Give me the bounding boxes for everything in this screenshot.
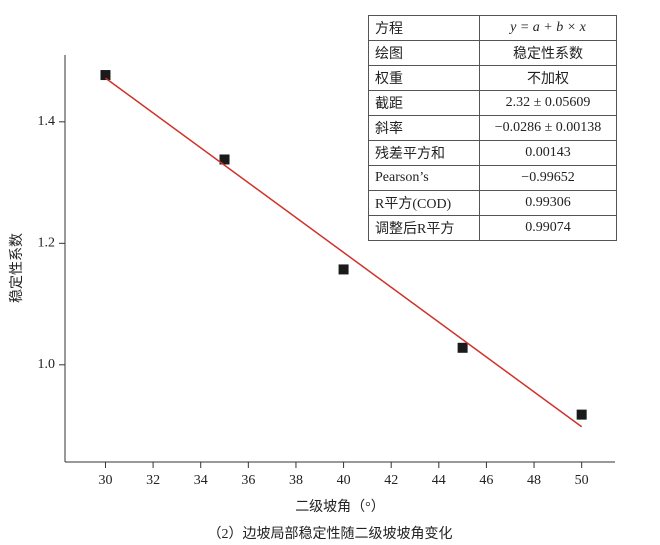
table-key: 权重: [368, 65, 480, 91]
table-row: 权重 不加权: [368, 65, 617, 91]
table-value: 0.99306: [479, 190, 617, 216]
y-tick-label: 1.4: [38, 114, 56, 129]
table-row: Pearson’s −0.99652: [368, 165, 617, 191]
table-value: 2.32 ± 0.05609: [479, 90, 617, 116]
x-tick-label: 42: [384, 473, 398, 488]
point: [338, 264, 349, 275]
table-key: 方程: [368, 15, 480, 41]
y-tick-label: 1.2: [38, 236, 56, 251]
point: [576, 409, 587, 420]
table-key: 截距: [368, 90, 480, 116]
x-tick-label: 38: [289, 473, 303, 488]
x-tick-label: 50: [575, 473, 589, 488]
table-value: 0.99074: [479, 215, 617, 241]
table-key: 残差平方和: [368, 140, 480, 166]
table-row: 绘图 稳定性系数: [368, 40, 617, 66]
table-row: R平方(COD) 0.99306: [368, 190, 617, 216]
table-value: y = a + b × x: [479, 15, 617, 41]
table-value: 不加权: [479, 65, 617, 91]
y-axis-label: 稳定性系数: [9, 233, 25, 303]
table-row: 调整后R平方 0.99074: [368, 215, 617, 241]
x-tick-label: 30: [98, 473, 112, 488]
fit-line: [105, 77, 583, 428]
table-key: 绘图: [368, 40, 480, 66]
table-key: Pearson’s: [368, 165, 480, 191]
table-row: 残差平方和 0.00143: [368, 140, 617, 166]
x-tick-label: 32: [146, 473, 160, 488]
table-value: −0.99652: [479, 165, 617, 191]
x-tick-label: 36: [241, 473, 255, 488]
point: [100, 70, 111, 81]
x-tick-label: 48: [527, 473, 541, 488]
x-tick-label: 40: [337, 473, 351, 488]
table-key: R平方(COD): [368, 190, 480, 216]
table-key: 斜率: [368, 115, 480, 141]
table-row: 斜率 −0.0286 ± 0.00138: [368, 115, 617, 141]
point: [219, 154, 230, 165]
x-tick-label: 34: [194, 473, 208, 488]
table-value: 稳定性系数: [479, 40, 617, 66]
point: [457, 342, 468, 353]
fit-table: 方程 y = a + b × x 绘图 稳定性系数 权重 不加权 截距 2.32 ± 0.05…: [368, 15, 617, 241]
table-value: −0.0286 ± 0.00138: [479, 115, 617, 141]
x-axis-label: 二级坡角（°）: [295, 499, 385, 515]
table-value: 0.00143: [479, 140, 617, 166]
caption: （2）边坡局部稳定性随二级坡坡角变化: [208, 526, 453, 542]
x-tick-label: 44: [432, 473, 446, 488]
y-tick-label: 1.0: [38, 357, 56, 372]
x-tick-label: 46: [479, 473, 493, 488]
table-key: 调整后R平方: [368, 215, 480, 241]
table-row: 截距 2.32 ± 0.05609: [368, 90, 617, 116]
table-row: 方程 y = a + b × x: [368, 15, 617, 41]
